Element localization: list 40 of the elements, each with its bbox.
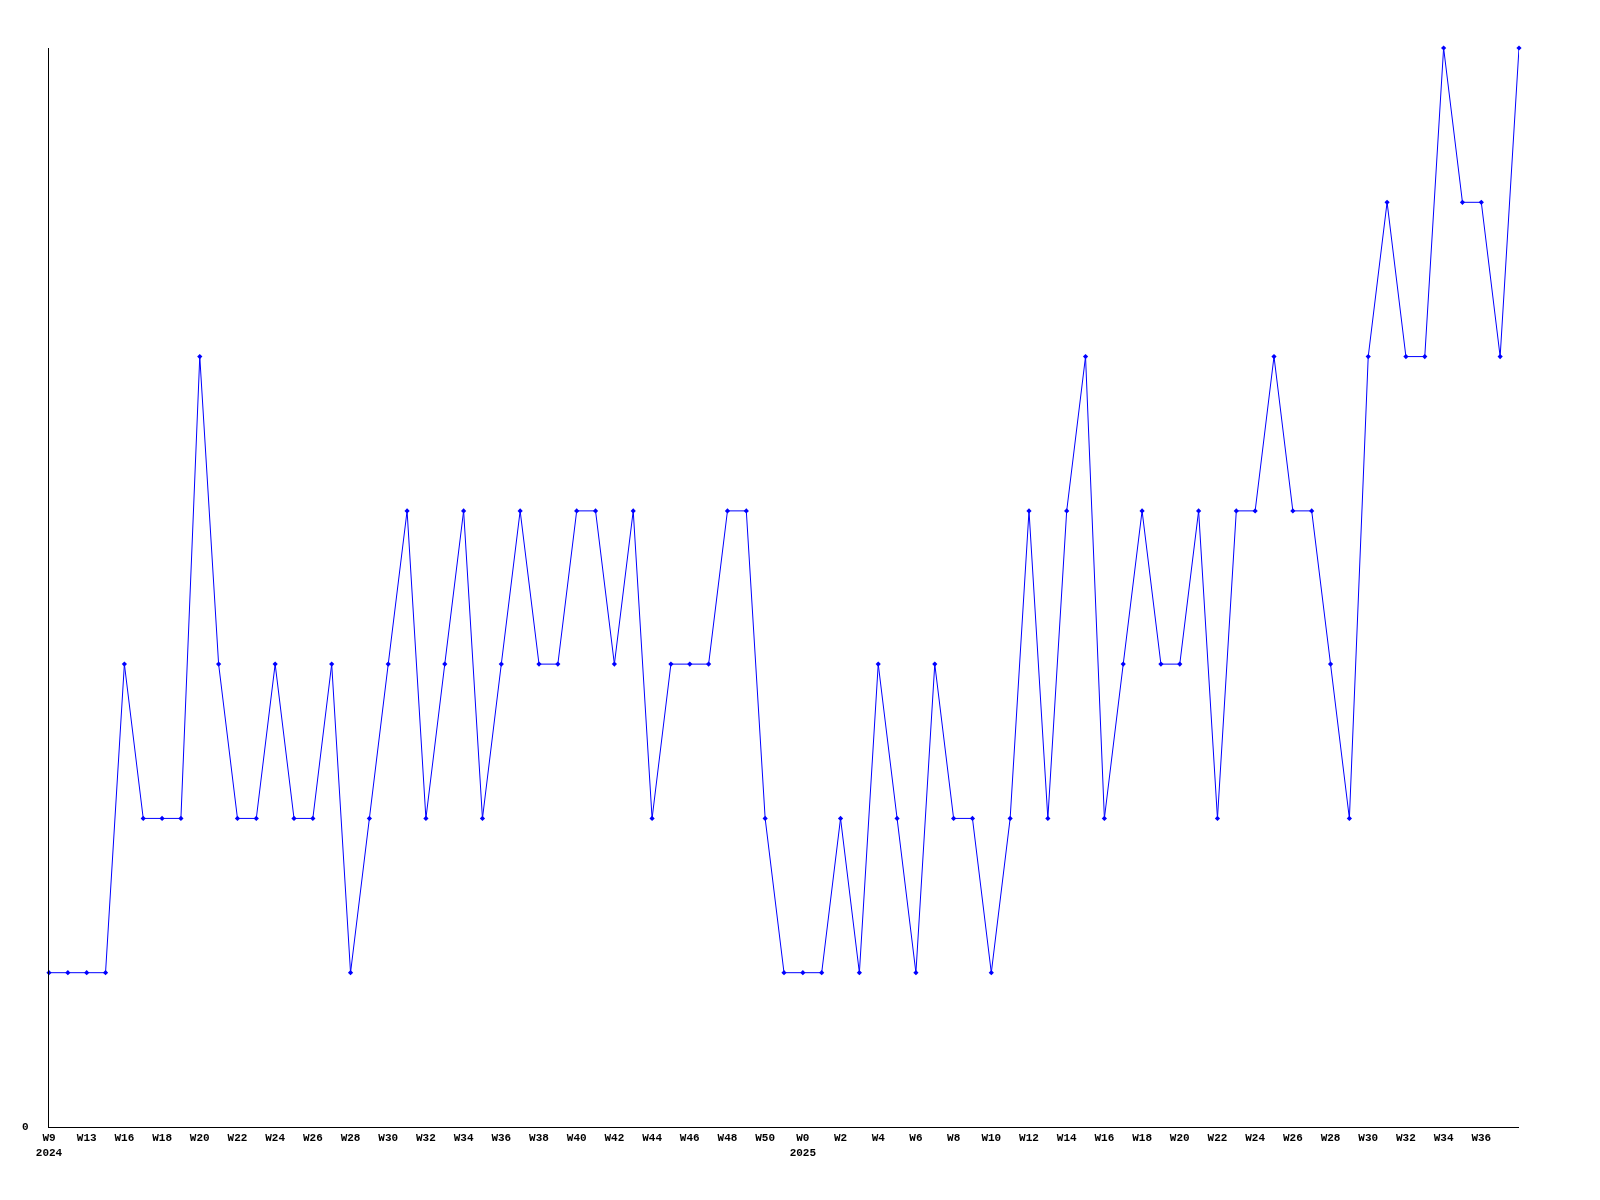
x-tick-label: W8 <box>947 1132 961 1145</box>
x-tick-label: W20 <box>1169 1132 1190 1145</box>
x-tick-label: W28 <box>1320 1132 1341 1145</box>
x-tick-label: W32 <box>1396 1132 1416 1145</box>
x-tick-label: W42 <box>604 1132 625 1145</box>
x-tick-label: W36 <box>491 1132 512 1145</box>
x-tick-label: W50 <box>755 1132 776 1145</box>
x-tick-label: W18 <box>1132 1132 1153 1145</box>
x-tick-label: W24 <box>1245 1132 1266 1145</box>
x-tick-label: W18 <box>152 1132 173 1145</box>
x-tick-label: W30 <box>1358 1132 1379 1145</box>
x-tick-label: W46 <box>679 1132 700 1145</box>
x-tick-label: W28 <box>340 1132 361 1145</box>
x-tick-label: W34 <box>453 1132 474 1145</box>
x-tick-label: W38 <box>529 1132 550 1145</box>
x-tick-label: W16 <box>1094 1132 1115 1145</box>
x-tick-label: W30 <box>378 1132 399 1145</box>
x-tick-label: W24 <box>265 1132 286 1145</box>
x-tick-label: W36 <box>1471 1132 1492 1145</box>
x-tick-label: W32 <box>416 1132 436 1145</box>
x-tick-label: W22 <box>1207 1132 1228 1145</box>
x-tick-label: W13 <box>76 1132 97 1145</box>
x-tick-label: W44 <box>642 1132 663 1145</box>
x-tick-label: W26 <box>302 1132 323 1145</box>
x-tick-label: W12 <box>1019 1132 1039 1145</box>
x-tick-label: W6 <box>909 1132 923 1145</box>
x-tick-label: W22 <box>227 1132 248 1145</box>
x-tick-label: W34 <box>1433 1132 1454 1145</box>
x-tick-label: W0 2025 <box>789 1132 817 1159</box>
x-tick-label: W20 <box>189 1132 210 1145</box>
x-tick-label: W26 <box>1282 1132 1303 1145</box>
x-tick-label: W14 <box>1056 1132 1077 1145</box>
x-tick-label: W2 <box>833 1132 848 1145</box>
text: 0 <box>22 1121 29 1133</box>
x-tick-label: W48 <box>717 1132 738 1145</box>
x-tick-label: W40 <box>566 1132 587 1145</box>
x-tick-label: W10 <box>981 1132 1002 1145</box>
x-tick-label: W4 <box>871 1132 886 1145</box>
x-tick-label: W16 <box>114 1132 135 1145</box>
x-tick-label: W9 2024 <box>35 1132 63 1159</box>
